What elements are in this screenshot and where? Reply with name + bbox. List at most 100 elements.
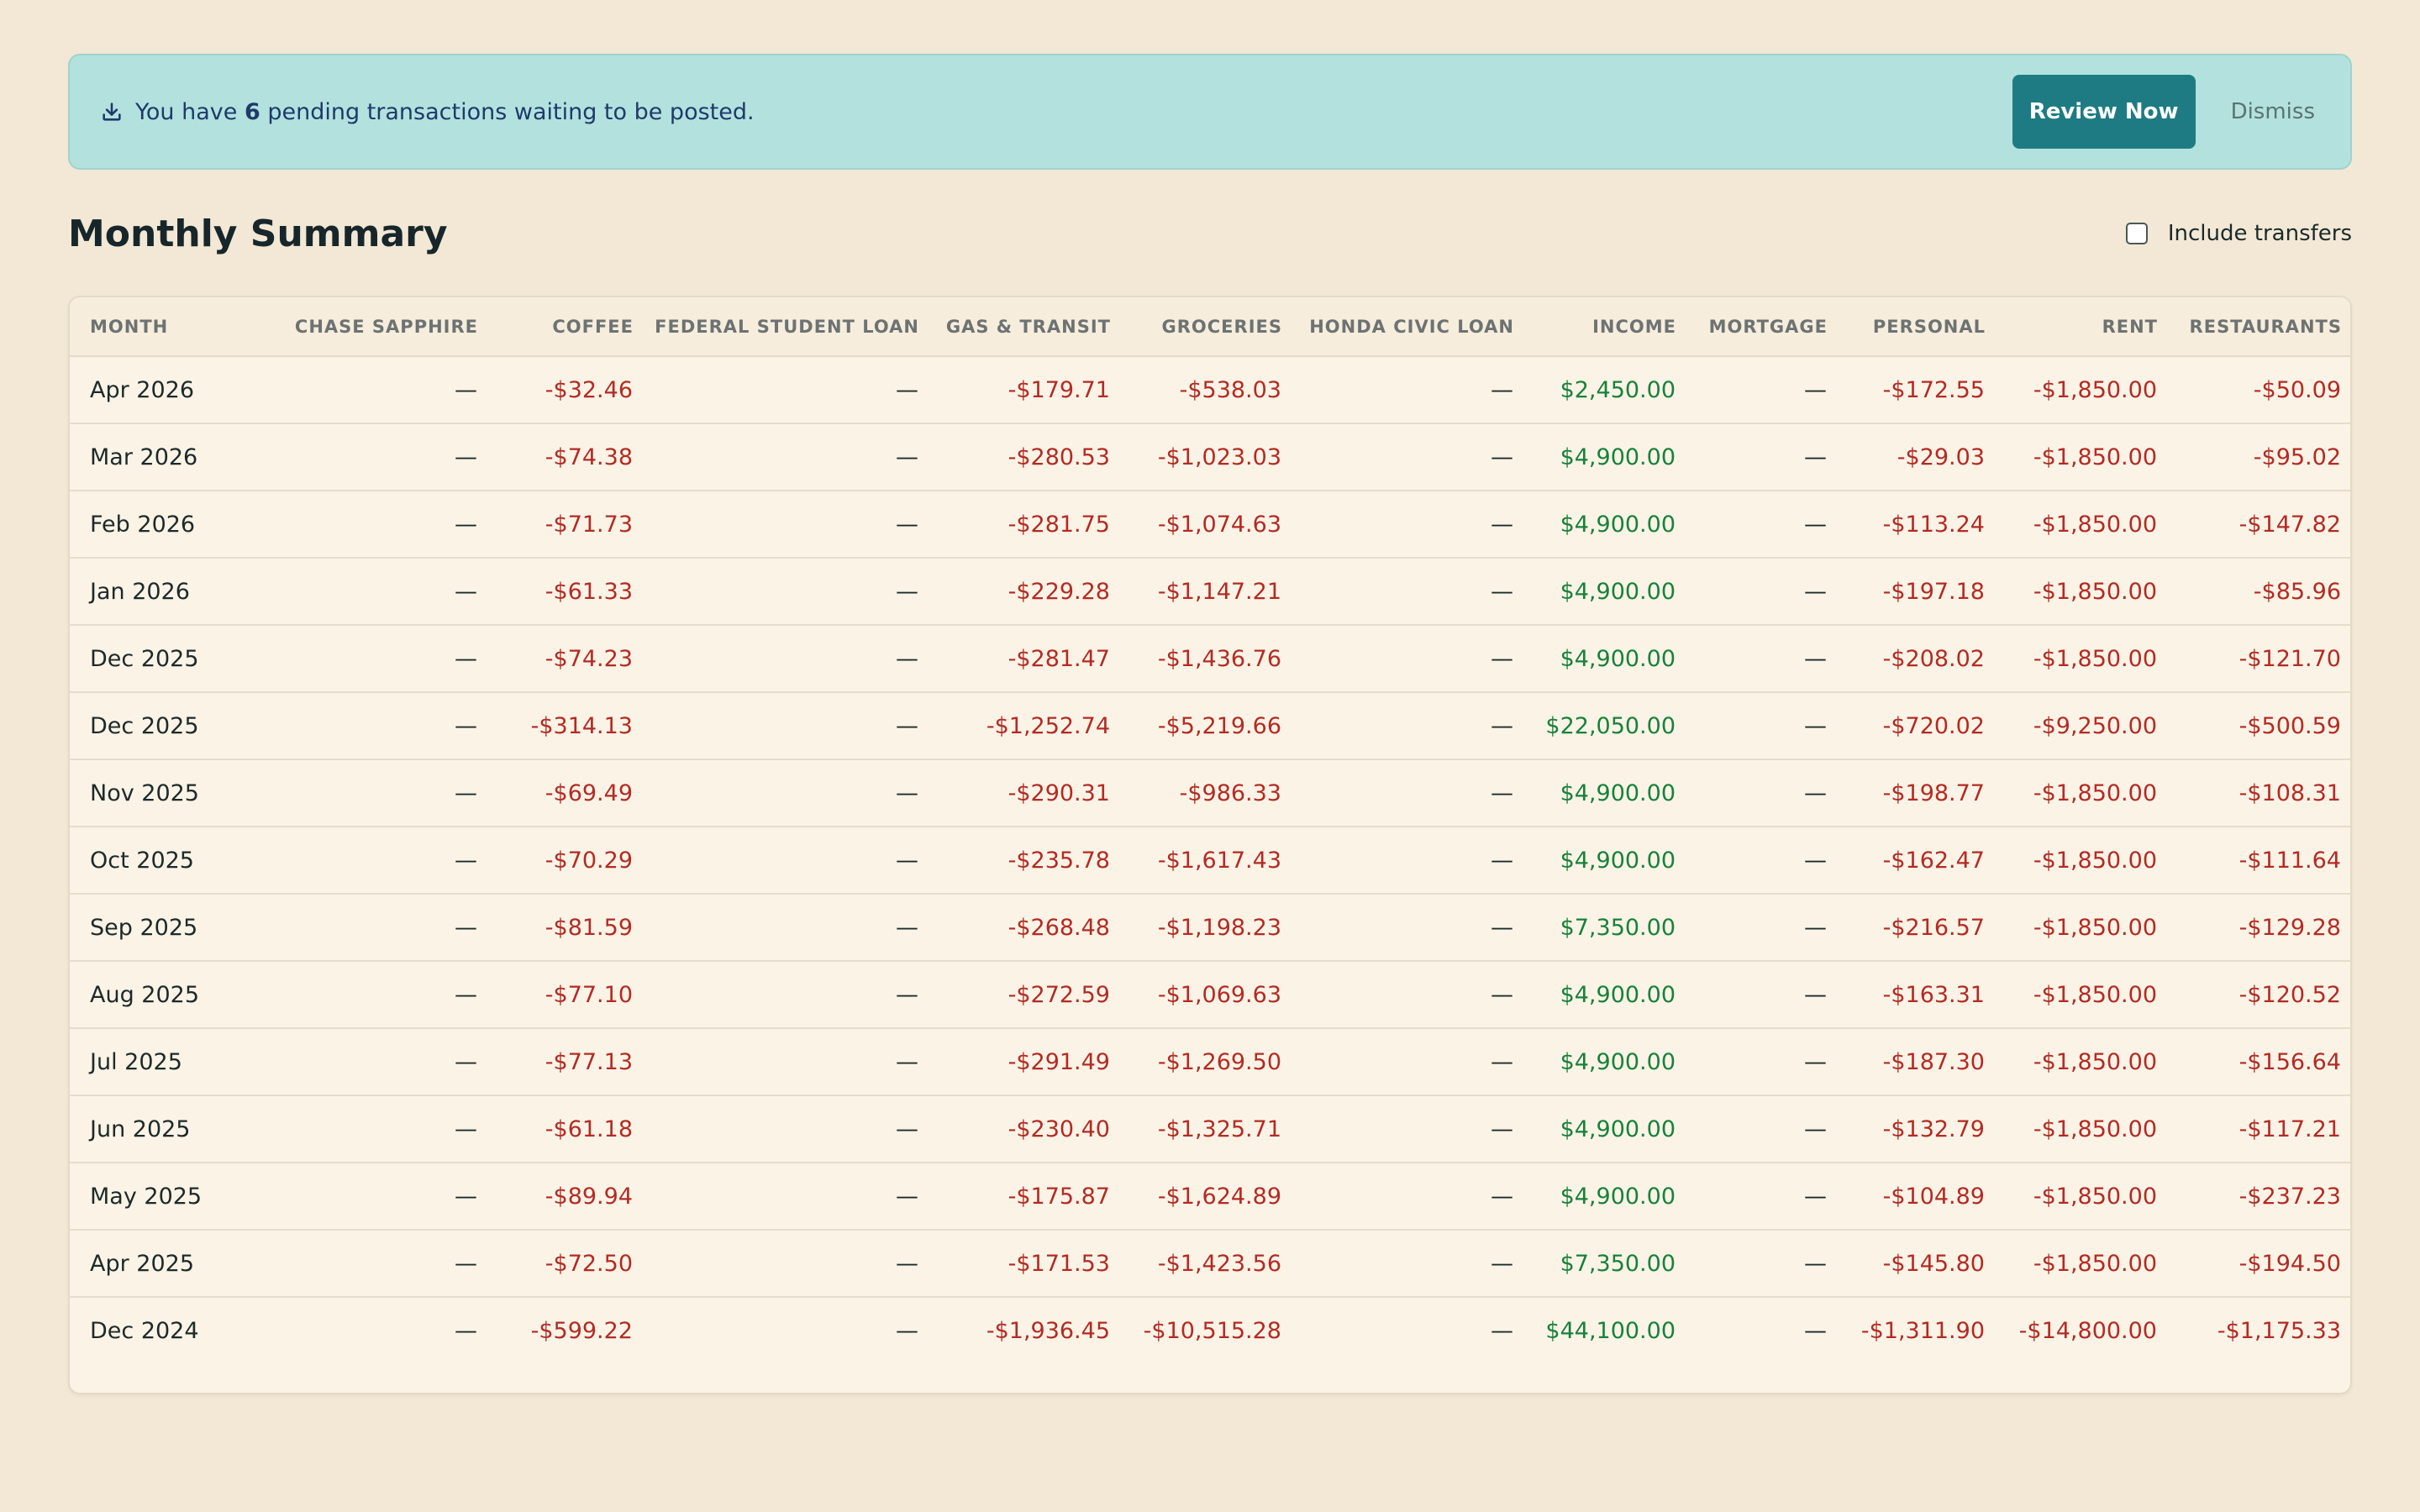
- include-transfers-label: Include transfers: [2167, 221, 2352, 246]
- amount-cell: -$117.21: [2158, 1095, 2342, 1163]
- amount-cell: —: [219, 1163, 478, 1231]
- amount-cell: -$162.47: [1828, 827, 1986, 895]
- amount-cell: —: [1282, 423, 1514, 491]
- table-row[interactable]: Dec 2024 — -$599.22 — -$1,936.45 -$10,515.28 —…: [70, 1297, 2350, 1364]
- column-header[interactable]: MORTGAGE: [1676, 297, 1828, 357]
- amount-cell: -$1,423.56: [1111, 1230, 1282, 1298]
- amount-cell: [2342, 558, 2350, 626]
- page-container: You have 6 pending transactions waiting …: [68, 54, 2352, 1394]
- month-cell: Dec 2025: [70, 692, 219, 760]
- include-transfers-checkbox[interactable]: [2125, 223, 2148, 244]
- amount-cell: -$5,219.66: [1111, 692, 1282, 760]
- amount-cell: —: [455, 1318, 477, 1344]
- amount-cell: —: [219, 1028, 478, 1096]
- amount-cell: -$1,147.21: [1111, 558, 1282, 626]
- amount-cell: —: [219, 558, 478, 626]
- table-row[interactable]: Aug 2025— -$77.10— -$272.59 -$1,069.63— $4,9…: [70, 961, 2350, 1029]
- amount-cell: —: [634, 961, 919, 1029]
- table-row[interactable]: Sep 2025— -$81.59— -$268.48 -$1,198.23— $7,3…: [70, 894, 2350, 962]
- amount-cell: -$538.03: [1111, 356, 1282, 424]
- amount-cell: -$145.80: [1828, 1230, 1986, 1298]
- amount-cell: -$113.24: [1828, 491, 1986, 559]
- amount-cell: $7,350.00: [1514, 1230, 1676, 1298]
- amount-cell: -$172.55: [1828, 356, 1986, 424]
- column-header[interactable]: SUBSCRIPTIONS: [2342, 297, 2350, 357]
- table-row[interactable]: Apr 2026— -$32.46— -$179.71 -$538.03— $2,450…: [70, 356, 2350, 424]
- amount-cell: -$1,850.00: [1986, 625, 2158, 693]
- table-row[interactable]: Nov 2025— -$69.49— -$290.31 -$986.33— $4,900…: [70, 759, 2350, 827]
- amount-cell: -$197.18: [1828, 558, 1986, 626]
- column-header[interactable]: PERSONAL: [1828, 297, 1986, 357]
- table-row[interactable]: Feb 2026— -$71.73— -$281.75 -$1,074.63— $4,9…: [70, 491, 2350, 559]
- amount-cell: -$10,515.28: [1143, 1318, 1281, 1344]
- amount-cell: -$120.52: [2158, 961, 2342, 1029]
- amount-cell: -$95.02: [2158, 423, 2342, 491]
- include-transfers-toggle[interactable]: Include transfers: [2125, 221, 2352, 246]
- dismiss-button[interactable]: Dismiss: [2226, 98, 2320, 125]
- amount-cell: -$1,617.43: [1111, 827, 1282, 895]
- amount-cell: $4,900.00: [1514, 759, 1676, 827]
- column-header[interactable]: MONTH: [70, 297, 219, 357]
- amount-cell: —: [219, 1230, 478, 1298]
- amount-cell: —: [1676, 1095, 1828, 1163]
- month-cell: Aug 2025: [70, 961, 219, 1029]
- amount-cell: -$281.47: [919, 625, 1111, 693]
- amount-cell: -$163.31: [1828, 961, 1986, 1029]
- amount-cell: -$175.87: [919, 1163, 1111, 1231]
- table-header-row: MONTH CHASE SAPPHIRE COFFEE FEDERAL STUDENT…: [70, 297, 2350, 357]
- amount-cell: -$314.13: [478, 692, 634, 760]
- amount-cell: —: [634, 759, 919, 827]
- table-row[interactable]: Jan 2026— -$61.33— -$229.28 -$1,147.21— $4,9…: [70, 558, 2350, 626]
- amount-cell: -$198.77: [1828, 759, 1986, 827]
- amount-cell: —: [1676, 692, 1828, 760]
- amount-cell: —: [634, 827, 919, 895]
- monthly-summary-table-card[interactable]: MONTH CHASE SAPPHIRE COFFEE FEDERAL STUDENT…: [68, 296, 2352, 1394]
- amount-cell: $44,100.00: [1545, 1318, 1676, 1344]
- column-header[interactable]: RENT: [1986, 297, 2158, 357]
- amount-cell: -$1,850.00: [1986, 1163, 2158, 1231]
- amount-cell: $4,900.00: [1514, 827, 1676, 895]
- amount-cell: $4,900.00: [1514, 1028, 1676, 1096]
- amount-cell: -$14,800.00: [2018, 1318, 2157, 1344]
- amount-cell: —: [634, 558, 919, 626]
- banner-suffix: pending transactions waiting to be poste…: [267, 98, 755, 125]
- table-row[interactable]: Mar 2026— -$74.38— -$280.53 -$1,023.03— $4,9…: [70, 423, 2350, 491]
- column-header[interactable]: INCOME: [1514, 297, 1676, 357]
- amount-cell: -$104.89: [1828, 1163, 1986, 1231]
- amount-cell: -$280.53: [919, 423, 1111, 491]
- amount-cell: -$1,936.45: [986, 1318, 1110, 1344]
- amount-cell: -$235.78: [919, 827, 1111, 895]
- month-cell: Feb 2026: [70, 491, 219, 559]
- column-header[interactable]: GROCERIES: [1111, 297, 1282, 357]
- amount-cell: -$1,850.00: [1986, 1230, 2158, 1298]
- table-row[interactable]: Jul 2025— -$77.13— -$291.49 -$1,269.50— $4,9…: [70, 1028, 2350, 1096]
- month-cell: Apr 2025: [70, 1230, 219, 1298]
- column-header[interactable]: RESTAURANTS: [2158, 297, 2342, 357]
- amount-cell: -$85.96: [2158, 558, 2342, 626]
- amount-cell: -$1,436.76: [1111, 625, 1282, 693]
- amount-cell: —: [1676, 1028, 1828, 1096]
- amount-cell: —: [896, 1318, 918, 1344]
- column-header[interactable]: COFFEE: [478, 297, 634, 357]
- amount-cell: [2342, 625, 2350, 693]
- table-row[interactable]: Apr 2025— -$72.50— -$171.53 -$1,423.56— $7,3…: [70, 1230, 2350, 1298]
- table-row[interactable]: Oct 2025— -$70.29— -$235.78 -$1,617.43— $4,9…: [70, 827, 2350, 895]
- table-row[interactable]: Dec 2025— -$74.23— -$281.47 -$1,436.76— $4,9…: [70, 625, 2350, 693]
- table-row[interactable]: Dec 2025— -$314.13— -$1,252.74 -$5,219.66— $…: [70, 692, 2350, 760]
- amount-cell: —: [634, 894, 919, 962]
- column-header[interactable]: GAS & TRANSIT: [919, 297, 1111, 357]
- amount-cell: -$1,252.74: [919, 692, 1111, 760]
- amount-cell: —: [219, 894, 478, 962]
- amount-cell: -$29.03: [1828, 423, 1986, 491]
- amount-cell: -$77.10: [478, 961, 634, 1029]
- table-row[interactable]: May 2025— -$89.94— -$175.87 -$1,624.89— $4,9…: [70, 1163, 2350, 1231]
- table-row[interactable]: Jun 2025— -$61.18— -$230.40 -$1,325.71— $4,9…: [70, 1095, 2350, 1163]
- column-header[interactable]: CHASE SAPPHIRE: [219, 297, 478, 357]
- column-header[interactable]: HONDA CIVIC LOAN: [1282, 297, 1514, 357]
- review-now-button[interactable]: Review Now: [2012, 75, 2196, 149]
- amount-cell: -$1,325.71: [1111, 1095, 1282, 1163]
- amount-cell: —: [1676, 894, 1828, 962]
- amount-cell: —: [1282, 491, 1514, 559]
- amount-cell: -$69.49: [478, 759, 634, 827]
- column-header[interactable]: FEDERAL STUDENT LOAN: [634, 297, 919, 357]
